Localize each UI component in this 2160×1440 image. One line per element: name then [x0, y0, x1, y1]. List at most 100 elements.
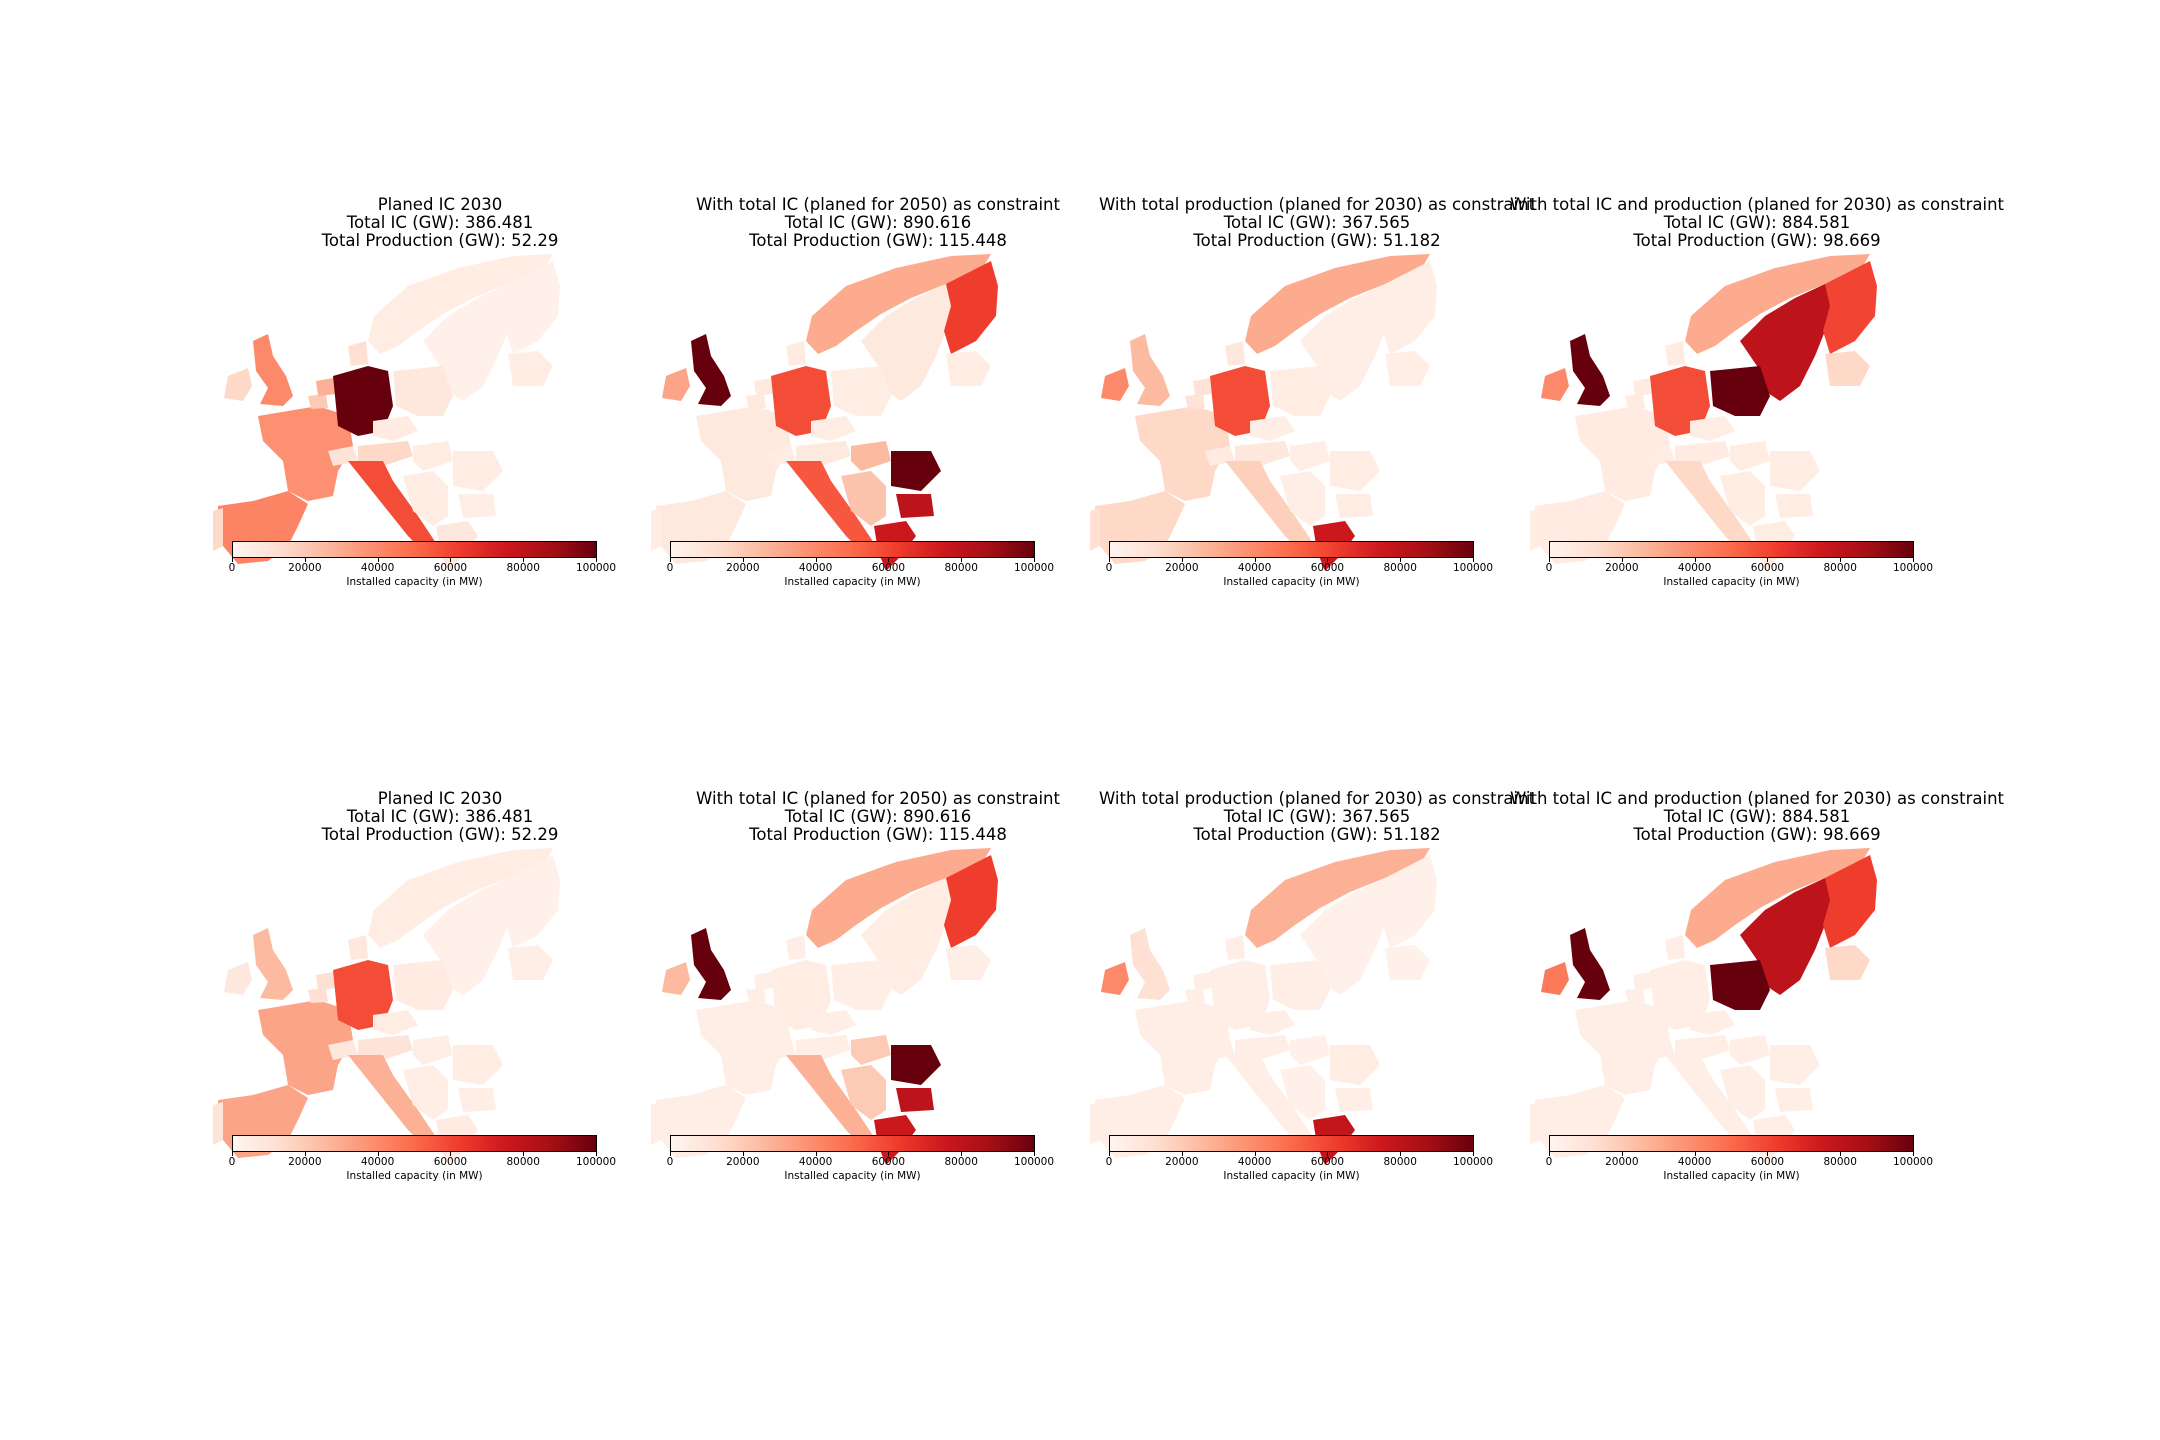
colorbar-tick-label: 100000: [1452, 1156, 1494, 1168]
country-ro: [1330, 451, 1380, 491]
colorbar: 0 20000 40000 60000 80000 100000 Installed cap…: [1507, 541, 2007, 601]
colorbar-tick: [1694, 1152, 1696, 1156]
colorbar-tick: [450, 1152, 452, 1156]
country-balk: [841, 1065, 886, 1120]
colorbar-tick: [1181, 1152, 1183, 1156]
colorbar-tick-label: 0: [1545, 1156, 1553, 1168]
country-at: [1235, 441, 1290, 466]
colorbar-tick-label: 20000: [1165, 562, 1199, 574]
colorbar-tick: [742, 558, 744, 562]
title-line: Planed IC 2030: [377, 195, 503, 214]
colorbar-tick-label: 100000: [575, 1156, 617, 1168]
map-panel: Planed IC 2030 Total IC (GW): 386.481 Tota…: [210, 196, 710, 696]
colorbar-tick: [1767, 1152, 1769, 1156]
country-bal: [946, 351, 991, 386]
europe-map: [1090, 254, 1437, 571]
country-nl: [316, 972, 336, 990]
colorbar-tick: [1400, 1152, 1402, 1156]
colorbar-tick: [888, 1152, 890, 1156]
colorbar-tick-label: 20000: [726, 562, 760, 574]
country-fr: [1135, 406, 1230, 501]
colorbar: 0 20000 40000 60000 80000 100000 Installed cap…: [628, 1135, 1128, 1195]
colorbar-tick: [596, 558, 597, 562]
colorbar-tick: [1913, 558, 1914, 562]
colorbar: 0 20000 40000 60000 80000 100000 Installed cap…: [190, 1135, 690, 1195]
map-panel: With total IC (planed for 2050) as const…: [648, 196, 1148, 696]
country-fr: [258, 1000, 353, 1095]
country-no: [1245, 254, 1430, 354]
colorbar-label: Installed capacity (in MW): [1223, 576, 1360, 588]
colorbar-tick-label: 60000: [433, 562, 468, 574]
country-no: [368, 848, 553, 948]
map-panel: With total production (planed for 2030) …: [1087, 790, 1587, 1290]
country-bg: [1775, 494, 1813, 518]
country-balk: [1280, 1065, 1325, 1120]
country-be: [746, 394, 766, 409]
country-it: [1665, 1055, 1755, 1150]
colorbar: 0 20000 40000 60000 80000 100000 Installed cap…: [1067, 1135, 1567, 1195]
title-line: Total Production (GW): 51.182: [1193, 825, 1441, 844]
colorbar-tick-label: 60000: [1750, 1156, 1785, 1168]
colorbar-label: Installed capacity (in MW): [784, 576, 921, 588]
country-dk: [1225, 935, 1245, 960]
panel-title: With total production (planed for 2030) …: [1067, 196, 1567, 250]
colorbar: 0 20000 40000 60000 80000 100000 Installed cap…: [1067, 541, 1567, 601]
country-hu: [413, 441, 453, 471]
colorbar: 0 20000 40000 60000 80000 100000 Installed cap…: [190, 541, 690, 601]
colorbar-tick-label: 80000: [1823, 1156, 1857, 1168]
country-at: [796, 1035, 851, 1060]
country-ro: [453, 451, 503, 491]
country-dk: [1225, 341, 1245, 366]
colorbar-tick-label: 20000: [726, 1156, 760, 1168]
panel-title: With total IC and production (planed for…: [1507, 196, 2007, 250]
colorbar-tick: [1621, 558, 1623, 562]
country-uk: [691, 928, 731, 1000]
country-ro: [1330, 1045, 1380, 1085]
country-se: [1300, 284, 1397, 401]
country-ro: [1770, 451, 1820, 491]
panel-title: With total IC (planed for 2050) as const…: [628, 790, 1128, 844]
colorbar-tick: [450, 558, 452, 562]
colorbar-label: Installed capacity (in MW): [784, 1170, 921, 1182]
country-bal: [1385, 351, 1430, 386]
colorbar-tick-label: 0: [228, 1156, 236, 1168]
title-line: Total IC (GW): 890.616: [784, 807, 972, 826]
europe-map: [213, 254, 560, 571]
country-fi: [1823, 261, 1877, 354]
country-ro: [891, 1045, 941, 1085]
country-pl: [831, 366, 891, 416]
country-fr: [258, 406, 353, 501]
colorbar-tick-label: 80000: [944, 562, 978, 574]
colorbar-tick: [1621, 1152, 1623, 1156]
country-nl: [1193, 378, 1213, 396]
colorbar-gradient: [1109, 1135, 1474, 1152]
colorbar-tick-label: 100000: [575, 562, 617, 574]
colorbar-tick: [1549, 558, 1550, 562]
country-bal: [508, 351, 553, 386]
country-fi: [944, 261, 998, 354]
country-de: [771, 366, 831, 436]
country-be: [308, 988, 328, 1003]
country-it: [348, 461, 438, 556]
colorbar-rect: [670, 541, 1035, 558]
country-de: [771, 960, 831, 1030]
colorbar-tick: [1840, 558, 1842, 562]
colorbar-tick: [961, 558, 963, 562]
country-cz: [1690, 416, 1735, 441]
country-uk: [1130, 334, 1170, 406]
country-cz: [811, 416, 856, 441]
country-at: [1675, 1035, 1730, 1060]
colorbar-rect: [232, 541, 597, 558]
title-line: Planed IC 2030: [377, 789, 503, 808]
colorbar-tick-label: 0: [228, 562, 236, 574]
country-balk: [403, 1065, 448, 1120]
colorbar-gradient: [1109, 541, 1474, 558]
europe-map: [1090, 848, 1437, 1165]
panel-title: Planed IC 2030 Total IC (GW): 386.481 Tota…: [190, 196, 690, 250]
country-pt: [651, 1102, 661, 1145]
title-line: With total IC (planed for 2050) as const…: [696, 789, 1060, 808]
country-ro: [1770, 1045, 1820, 1085]
colorbar-tick: [1327, 558, 1329, 562]
country-it: [786, 461, 876, 556]
